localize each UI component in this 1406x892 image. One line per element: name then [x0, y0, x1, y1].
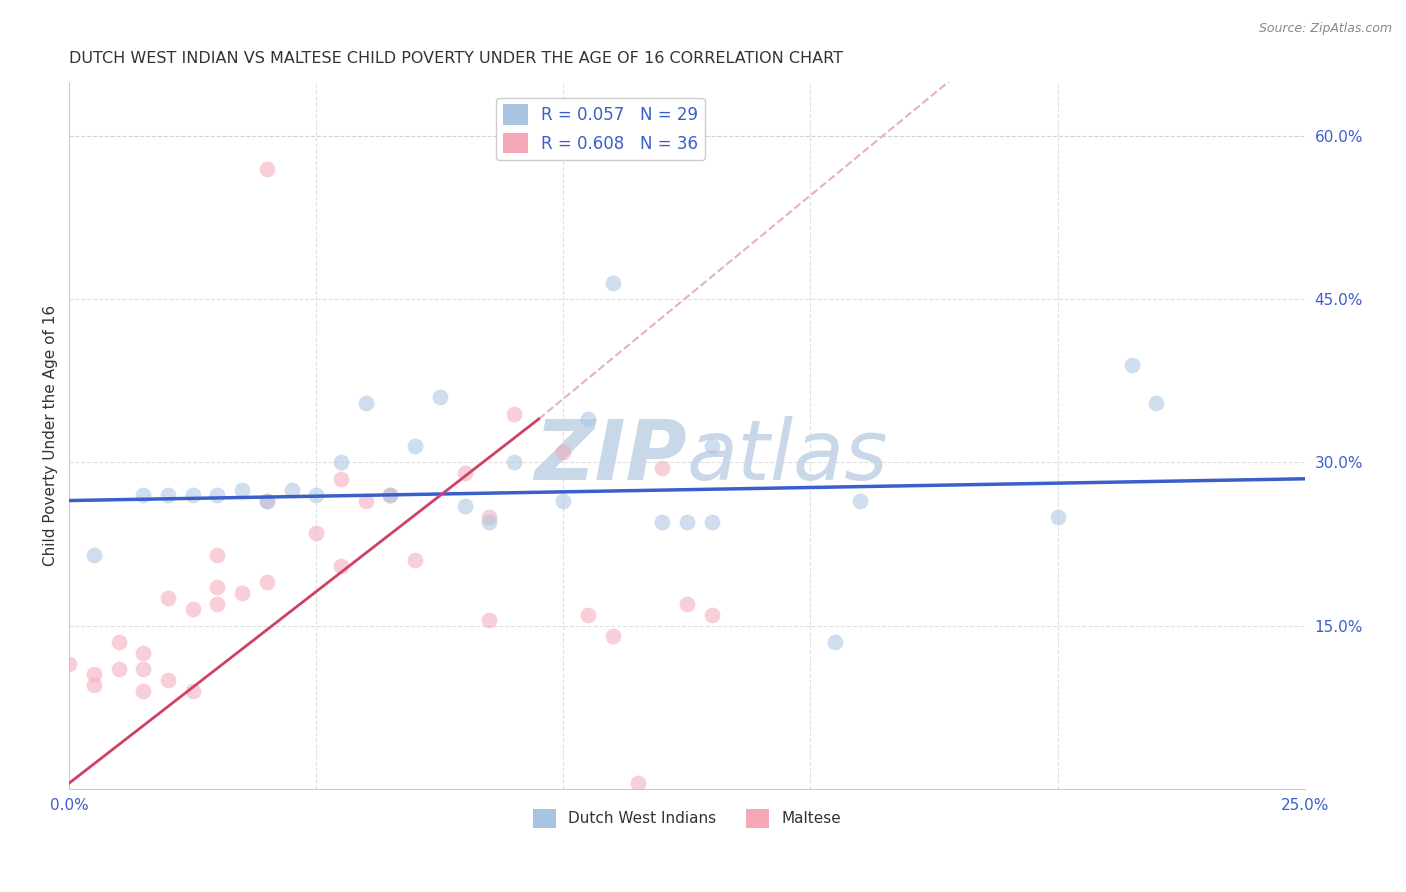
- Point: [553, 444, 575, 458]
- Point: [354, 493, 377, 508]
- Point: [305, 526, 328, 541]
- Legend: Dutch West Indians, Maltese: Dutch West Indians, Maltese: [526, 803, 848, 834]
- Text: Source: ZipAtlas.com: Source: ZipAtlas.com: [1258, 22, 1392, 36]
- Point: [83, 678, 105, 692]
- Point: [676, 516, 699, 530]
- Point: [354, 395, 377, 409]
- Point: [157, 591, 180, 606]
- Point: [700, 607, 723, 622]
- Point: [576, 607, 599, 622]
- Point: [651, 516, 673, 530]
- Point: [602, 629, 624, 643]
- Point: [157, 488, 180, 502]
- Point: [478, 509, 501, 524]
- Point: [181, 602, 204, 616]
- Point: [132, 646, 155, 660]
- Point: [132, 488, 155, 502]
- Point: [453, 499, 475, 513]
- Point: [330, 455, 353, 469]
- Point: [380, 488, 402, 502]
- Point: [132, 662, 155, 676]
- Point: [1144, 395, 1167, 409]
- Point: [1046, 509, 1069, 524]
- Point: [651, 461, 673, 475]
- Point: [107, 635, 129, 649]
- Point: [207, 548, 229, 562]
- Point: [181, 488, 204, 502]
- Point: [157, 673, 180, 687]
- Point: [280, 483, 302, 497]
- Point: [700, 516, 723, 530]
- Point: [503, 407, 526, 421]
- Point: [83, 667, 105, 681]
- Text: ZIP: ZIP: [534, 416, 688, 497]
- Text: DUTCH WEST INDIAN VS MALTESE CHILD POVERTY UNDER THE AGE OF 16 CORRELATION CHART: DUTCH WEST INDIAN VS MALTESE CHILD POVER…: [69, 51, 844, 66]
- Point: [626, 776, 648, 790]
- Point: [478, 516, 501, 530]
- Point: [429, 390, 451, 404]
- Y-axis label: Child Poverty Under the Age of 16: Child Poverty Under the Age of 16: [44, 305, 58, 566]
- Point: [676, 597, 699, 611]
- Point: [231, 483, 253, 497]
- Point: [107, 662, 129, 676]
- Point: [83, 548, 105, 562]
- Point: [576, 412, 599, 426]
- Point: [181, 683, 204, 698]
- Point: [207, 581, 229, 595]
- Point: [824, 635, 846, 649]
- Point: [553, 493, 575, 508]
- Point: [330, 558, 353, 573]
- Point: [132, 683, 155, 698]
- Point: [256, 575, 278, 590]
- Point: [503, 455, 526, 469]
- Text: atlas: atlas: [688, 416, 889, 497]
- Point: [207, 597, 229, 611]
- Point: [256, 493, 278, 508]
- Point: [404, 439, 426, 453]
- Point: [330, 472, 353, 486]
- Point: [231, 586, 253, 600]
- Point: [207, 488, 229, 502]
- Point: [478, 613, 501, 627]
- Point: [305, 488, 328, 502]
- Point: [700, 439, 723, 453]
- Point: [256, 493, 278, 508]
- Point: [453, 467, 475, 481]
- Point: [256, 162, 278, 177]
- Point: [404, 553, 426, 567]
- Point: [602, 276, 624, 290]
- Point: [58, 657, 80, 671]
- Point: [380, 488, 402, 502]
- Point: [849, 493, 872, 508]
- Point: [1121, 358, 1143, 372]
